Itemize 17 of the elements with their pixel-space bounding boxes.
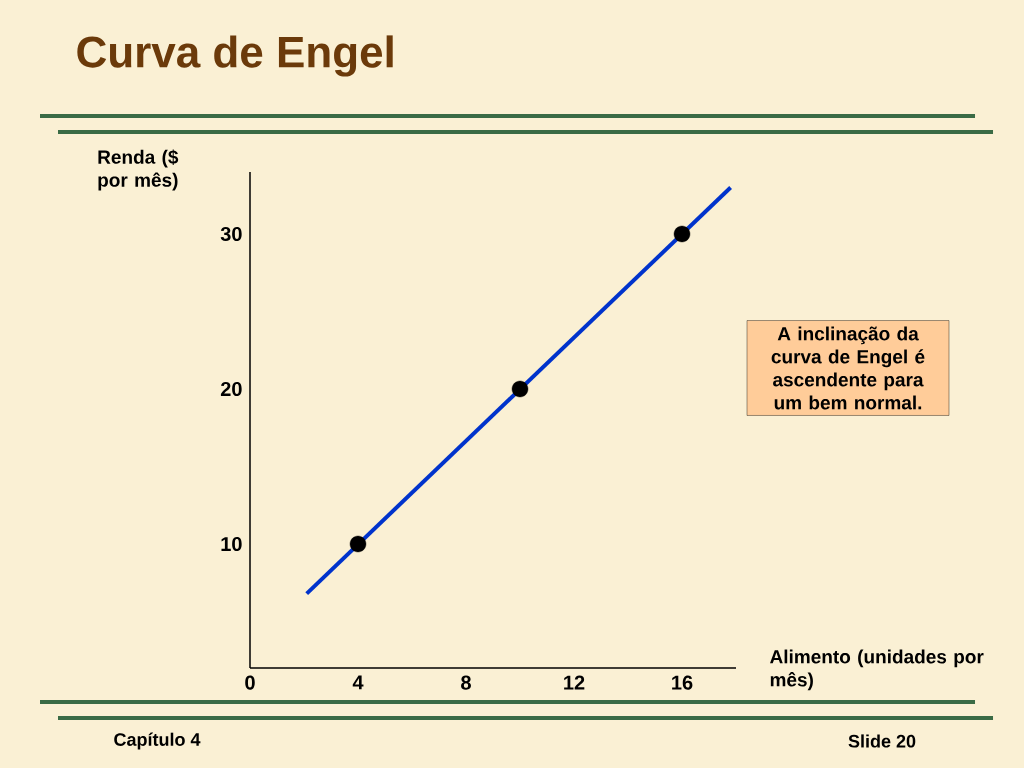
x-tick-label: 0 <box>245 675 255 690</box>
text: Slide 20 <box>848 734 916 748</box>
point <box>511 380 529 398</box>
text: Capítulo 4 <box>114 732 201 750</box>
x-axis-title: Alimento (unidades por mês) <box>770 649 984 691</box>
x-tick-label: 8 <box>461 675 471 690</box>
x-tick-label: 12 <box>564 675 585 690</box>
point <box>349 535 367 553</box>
chart-title: Curva de Engel <box>77 35 393 77</box>
y-tick-label: 20 <box>220 381 242 397</box>
y-axis-title: Renda ($ por mês) <box>98 149 179 191</box>
y-tick-label: 30 <box>220 226 242 242</box>
x-tick-label: 16 <box>672 675 693 690</box>
x-tick-label: 4 <box>352 675 364 690</box>
text: A inclinação da curva de Engel é ascendente para um bem normal. <box>771 326 925 410</box>
point <box>673 225 691 243</box>
y-tick-label: 10 <box>221 536 242 552</box>
